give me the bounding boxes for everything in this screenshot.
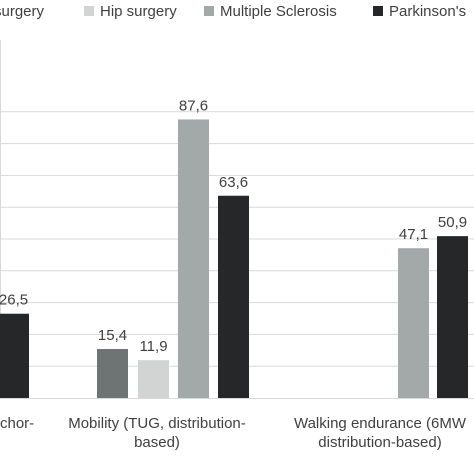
bar bbox=[398, 248, 429, 398]
data-label: 47,1 bbox=[399, 226, 428, 243]
bar bbox=[178, 119, 209, 398]
category-label: chor- bbox=[0, 415, 34, 432]
legend-swatch-icon bbox=[373, 6, 383, 16]
data-label: 26,5 bbox=[0, 292, 28, 309]
legend-label: Multiple Sclerosis bbox=[220, 2, 337, 20]
legend-swatch-icon bbox=[204, 6, 214, 16]
bar bbox=[97, 349, 128, 398]
legend-item-hip-surgery: Hip surgery bbox=[84, 0, 177, 22]
bar bbox=[218, 195, 249, 398]
data-label: 15,4 bbox=[98, 327, 127, 344]
category-label: Walking endurance (6MW distribution-based… bbox=[294, 415, 467, 451]
legend-swatch-icon bbox=[84, 6, 94, 16]
legend-item-surgery: surgery bbox=[0, 0, 44, 22]
legend-label: surgery bbox=[0, 2, 45, 20]
data-label: 50,9 bbox=[438, 214, 467, 231]
category-label: Mobility (TUG, distribution-based) bbox=[68, 415, 246, 451]
data-label: 63,6 bbox=[219, 174, 248, 191]
data-label: 11,9 bbox=[139, 338, 167, 355]
legend-label: Parkinson's bbox=[389, 2, 467, 20]
bar bbox=[437, 236, 468, 398]
legend-label: Hip surgery bbox=[100, 2, 177, 20]
legend-item-multiple-sclerosis: Multiple Sclerosis bbox=[204, 0, 337, 22]
data-label: 87,6 bbox=[179, 97, 208, 114]
bar bbox=[138, 360, 169, 398]
bar bbox=[0, 313, 29, 398]
legend-item-parkinsons: Parkinson's bbox=[373, 0, 466, 22]
